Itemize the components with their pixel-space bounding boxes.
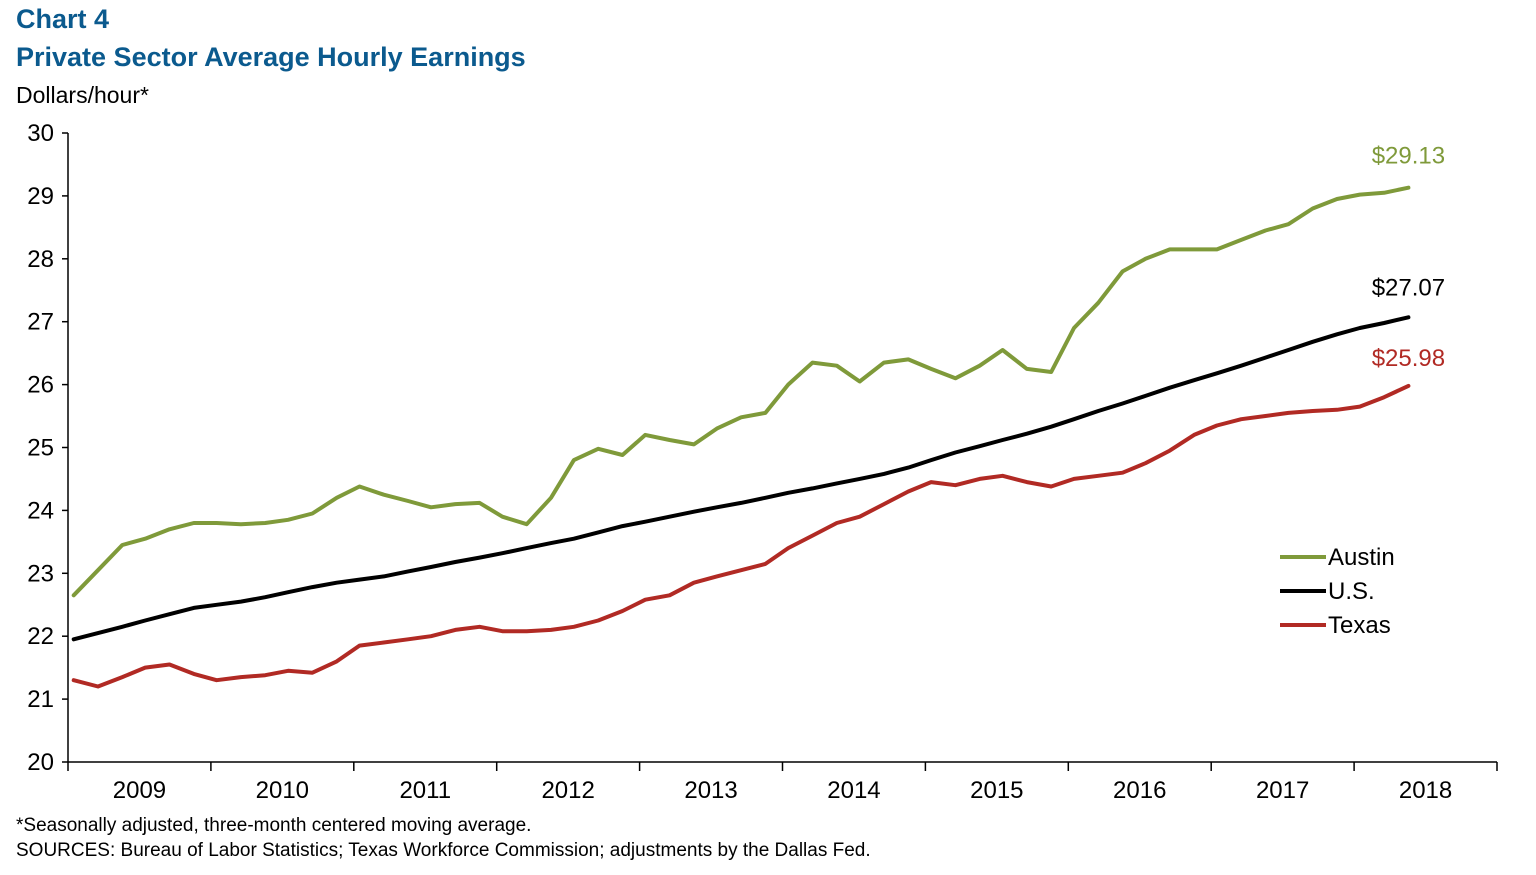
y-tick-label: 29 bbox=[27, 183, 54, 210]
end-labels: $29.13 $27.07 $25.98 bbox=[1372, 143, 1445, 372]
y-axis-unit-label: Dollars/hour* bbox=[16, 82, 149, 108]
legend: Austin U.S. Texas bbox=[1280, 544, 1395, 639]
x-tick-label: 2009 bbox=[113, 777, 166, 804]
footnote: *Seasonally adjusted, three-month center… bbox=[16, 815, 532, 836]
x-tick-label: 2011 bbox=[399, 777, 451, 804]
end-label-austin: $29.13 bbox=[1372, 143, 1445, 170]
x-tick-label: 2018 bbox=[1399, 777, 1452, 804]
axes: 20 21 22 23 24 25 26 27 28 29 30 2009 2010 2011 2012 20… bbox=[27, 120, 1498, 804]
end-label-us: $27.07 bbox=[1372, 274, 1445, 301]
legend-label-austin: Austin bbox=[1328, 544, 1395, 571]
legend-label-texas: Texas bbox=[1328, 612, 1391, 639]
series-line-us bbox=[71, 315, 1411, 642]
series-layer bbox=[71, 185, 1411, 689]
y-tick-label: 30 bbox=[27, 120, 54, 147]
y-tick-label: 22 bbox=[27, 623, 54, 650]
y-tick-label: 28 bbox=[27, 246, 54, 273]
y-tick-label: 21 bbox=[27, 686, 54, 713]
y-tick-label: 25 bbox=[27, 435, 54, 462]
x-tick-label: 2014 bbox=[827, 777, 880, 804]
end-label-texas: $25.98 bbox=[1372, 345, 1445, 372]
sources-note: SOURCES: Bureau of Labor Statistics; Tex… bbox=[16, 840, 871, 861]
y-tick-label: 26 bbox=[27, 372, 54, 399]
x-tick-label: 2017 bbox=[1256, 777, 1309, 804]
y-tick-label: 23 bbox=[27, 560, 54, 587]
x-tick-label: 2013 bbox=[684, 777, 737, 804]
y-tick-label: 20 bbox=[27, 749, 54, 776]
y-tick-label: 24 bbox=[27, 497, 54, 524]
x-tick-label: 2015 bbox=[970, 777, 1023, 804]
series-line-texas bbox=[71, 383, 1411, 689]
y-tick-label: 27 bbox=[27, 309, 54, 336]
x-tick-label: 2010 bbox=[256, 777, 309, 804]
chart-title: Private Sector Average Hourly Earnings bbox=[16, 42, 526, 72]
series-line-austin bbox=[71, 185, 1411, 598]
chart-number: Chart 4 bbox=[16, 4, 110, 34]
x-tick-label: 2012 bbox=[541, 777, 594, 804]
legend-label-us: U.S. bbox=[1328, 578, 1375, 605]
x-tick-label: 2016 bbox=[1113, 777, 1166, 804]
